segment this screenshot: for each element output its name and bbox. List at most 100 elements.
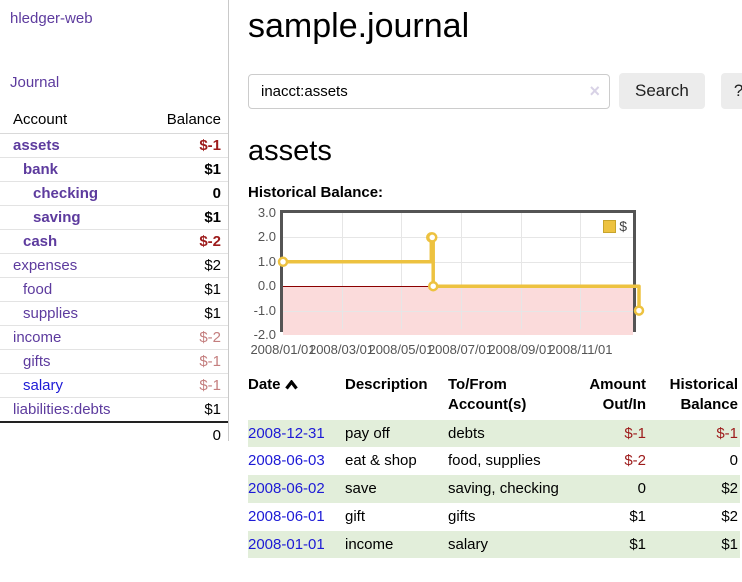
transaction-description: income bbox=[345, 535, 394, 553]
transaction-description: gift bbox=[345, 507, 366, 525]
account-balance: $-1 bbox=[199, 137, 221, 154]
accounts-total-value: 0 bbox=[212, 427, 221, 444]
transaction-date-cell: 2008-06-01 bbox=[248, 503, 345, 531]
account-row: cash $-2 bbox=[0, 230, 228, 254]
account-row: supplies $1 bbox=[0, 302, 228, 326]
transaction-amount: $1 bbox=[629, 507, 646, 525]
account-link[interactable]: gifts bbox=[23, 353, 51, 370]
account-link[interactable]: cash bbox=[23, 233, 58, 250]
x-axis-tick-label: 2008/01/01 bbox=[250, 342, 316, 357]
transaction-date-cell: 2008-01-01 bbox=[248, 531, 345, 559]
register-header-row: Date Description To/From Account(s) Amou… bbox=[248, 373, 740, 420]
chart-section-label: Historical Balance: bbox=[248, 184, 384, 201]
account-balance: 0 bbox=[212, 185, 221, 202]
register-row: 2008-06-01 gift gifts $1 $2 bbox=[248, 503, 740, 531]
account-link[interactable]: assets bbox=[13, 137, 60, 154]
historical-balance-chart: 3.0 2.0 1.0 0.0 -1.0 -2.0 2008/01/01 2008/03/01… bbox=[248, 205, 645, 357]
account-link[interactable]: expenses bbox=[13, 257, 78, 274]
transaction-date-cell: 2008-06-03 bbox=[248, 447, 345, 475]
vertical-gridline bbox=[580, 213, 582, 329]
y-axis-tick-label: -2.0 bbox=[253, 327, 276, 342]
page: hledger-web Journal Account Balance asse… bbox=[0, 0, 742, 559]
y-axis-tick-label: 3.0 bbox=[257, 205, 276, 220]
y-axis-tick-label: 2.0 bbox=[257, 229, 276, 245]
x-axis-tick-label: 2008/11/01 bbox=[548, 342, 613, 357]
accounts-total-row: 0 bbox=[0, 423, 228, 448]
account-heading: assets bbox=[248, 135, 332, 167]
account-link[interactable]: saving bbox=[33, 209, 81, 226]
search-box: × bbox=[248, 73, 610, 109]
transaction-accounts: gifts bbox=[448, 507, 476, 525]
accounts-table: Account Balance assets $-1 bank $1 checking 0… bbox=[0, 107, 228, 448]
sidebar-item-journal[interactable]: Journal bbox=[10, 74, 60, 91]
account-balance: $1 bbox=[204, 209, 221, 226]
page-title: sample.journal bbox=[248, 7, 470, 45]
sidebar: hledger-web Journal Account Balance asse… bbox=[0, 0, 229, 444]
balance-column-header: Balance bbox=[166, 111, 221, 128]
transaction-date-link[interactable]: 2008-06-02 bbox=[248, 480, 325, 497]
main-content: sample.journal × Search ? assets Histori… bbox=[229, 0, 742, 559]
app-title-link[interactable]: hledger-web bbox=[10, 10, 93, 27]
vertical-gridline bbox=[520, 213, 522, 329]
account-link[interactable]: salary bbox=[23, 377, 64, 394]
x-axis-tick-label: 2008/05/01 bbox=[368, 342, 434, 357]
vertical-gridline bbox=[341, 213, 343, 329]
account-row: bank $1 bbox=[0, 158, 228, 182]
account-balance: $1 bbox=[204, 401, 221, 418]
account-link[interactable]: liabilities:debts bbox=[13, 401, 111, 418]
x-axis-tick-label: 2008/07/01 bbox=[427, 342, 494, 357]
account-link[interactable]: income bbox=[13, 329, 62, 346]
data-point-marker bbox=[633, 305, 645, 316]
horizontal-gridline bbox=[283, 310, 633, 312]
accounts-list: assets $-1 bank $1 checking 0 saving $1 cash $-2 e… bbox=[0, 134, 228, 423]
transaction-amount: 0 bbox=[637, 480, 646, 497]
search-input[interactable] bbox=[248, 73, 610, 109]
legend-label: $ bbox=[619, 218, 627, 234]
account-row: liabilities:debts $1 bbox=[0, 398, 228, 423]
data-point-marker bbox=[426, 232, 438, 243]
account-column-header: Account bbox=[13, 111, 68, 128]
clear-search-icon[interactable]: × bbox=[589, 80, 600, 101]
account-link[interactable]: checking bbox=[33, 185, 99, 202]
x-axis-tick-label: 2008/09/01 bbox=[488, 342, 554, 357]
transaction-accounts: saving, checking bbox=[448, 480, 559, 497]
amount-column-header: Amount Out/In bbox=[589, 376, 646, 414]
account-row: income $-2 bbox=[0, 326, 228, 350]
account-balance: $-1 bbox=[199, 377, 221, 394]
help-button[interactable]: ? bbox=[720, 73, 742, 109]
transaction-balance: $-1 bbox=[716, 424, 738, 442]
account-link[interactable]: food bbox=[23, 281, 53, 298]
horizontal-gridline bbox=[283, 237, 633, 239]
y-axis-tick-label: -1.0 bbox=[253, 302, 276, 318]
account-row: salary $-1 bbox=[0, 374, 228, 398]
balance-column-header-main: Historical Balance bbox=[669, 376, 738, 414]
x-axis-tick-label: 2008/03/01 bbox=[308, 342, 375, 357]
transaction-accounts: salary bbox=[448, 535, 489, 553]
transaction-amount: $1 bbox=[629, 535, 646, 553]
transaction-description: save bbox=[345, 480, 377, 497]
transaction-date-link[interactable]: 2008-01-01 bbox=[248, 535, 325, 553]
y-axis-tick-label: 1.0 bbox=[257, 253, 276, 269]
transaction-balance: 0 bbox=[729, 452, 738, 470]
transaction-description: pay off bbox=[345, 424, 390, 442]
date-column-header[interactable]: Date bbox=[248, 373, 345, 420]
negative-region-fill bbox=[283, 286, 633, 335]
account-row: gifts $-1 bbox=[0, 350, 228, 374]
account-balance: $-2 bbox=[199, 329, 221, 346]
y-axis-tick-label: 0.0 bbox=[257, 278, 276, 294]
transaction-date-link[interactable]: 2008-12-31 bbox=[248, 424, 325, 442]
transaction-amount: $-2 bbox=[624, 452, 646, 470]
accounts-table-header: Account Balance bbox=[0, 107, 228, 134]
account-link[interactable]: supplies bbox=[23, 305, 79, 322]
data-point-marker bbox=[427, 280, 439, 292]
transaction-date-link[interactable]: 2008-06-01 bbox=[248, 507, 325, 525]
search-button[interactable]: Search bbox=[619, 73, 705, 109]
transaction-accounts: food, supplies bbox=[448, 452, 541, 470]
sort-ascending-icon bbox=[284, 380, 298, 390]
transaction-date-cell: 2008-12-31 bbox=[248, 420, 345, 448]
account-row: food $1 bbox=[0, 278, 228, 302]
account-link[interactable]: bank bbox=[23, 161, 59, 178]
account-row: assets $-1 bbox=[0, 134, 228, 158]
transaction-date-link[interactable]: 2008-06-03 bbox=[248, 452, 325, 470]
account-row: saving $1 bbox=[0, 206, 228, 230]
